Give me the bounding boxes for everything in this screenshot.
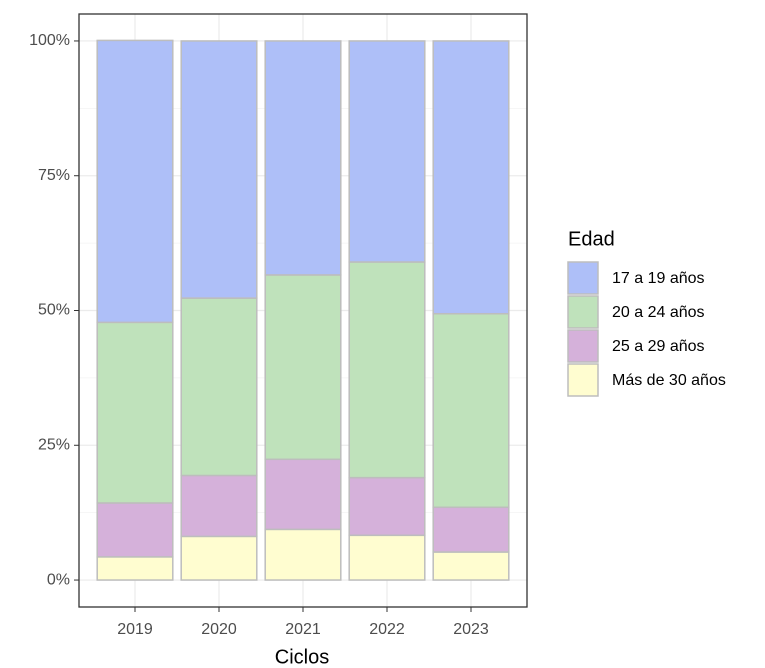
- bar-segment: [348, 534, 426, 581]
- bar-segment: [432, 551, 510, 581]
- bar-segment: [264, 274, 342, 461]
- bar-segment: [264, 40, 342, 276]
- bar-segment: [180, 40, 258, 299]
- bar-segment: [96, 502, 174, 558]
- bar-segment: [264, 458, 342, 531]
- bar-segment: [180, 535, 258, 581]
- bar-segment: [348, 261, 426, 479]
- x-tick-label: 2023: [453, 621, 489, 638]
- legend-key: [567, 295, 599, 329]
- legend-key: [567, 363, 599, 397]
- legend-label: 20 a 24 años: [612, 304, 705, 321]
- x-axis-title: Ciclos: [275, 646, 329, 668]
- x-tick-label: 2020: [201, 621, 237, 638]
- y-tick-label: 0%: [47, 571, 70, 588]
- bar-segment: [96, 321, 174, 504]
- bar-segment: [432, 312, 510, 509]
- bar-segment: [432, 506, 510, 553]
- x-tick-label: 2022: [369, 621, 405, 638]
- legend-key: [567, 329, 599, 363]
- bar-segment: [348, 40, 426, 263]
- x-tick-label: 2021: [285, 621, 321, 638]
- legend-label: Más de 30 años: [612, 372, 726, 389]
- legend-label: 25 a 29 años: [612, 338, 705, 355]
- y-tick-label: 25%: [38, 436, 70, 453]
- y-tick-label: 50%: [38, 302, 70, 319]
- bar-segment: [180, 297, 258, 477]
- bar-segment: [348, 476, 426, 537]
- y-tick-label: 75%: [38, 167, 70, 184]
- bar-segment: [432, 40, 510, 315]
- legend-label: 17 a 19 años: [612, 270, 705, 287]
- bar-segment: [264, 528, 342, 581]
- bar-segment: [96, 556, 174, 581]
- bar-segment: [180, 474, 258, 538]
- legend-key: [567, 261, 599, 295]
- bar-segment: [96, 39, 174, 324]
- legend-title: Edad: [568, 228, 615, 250]
- x-tick-label: 2019: [117, 621, 153, 638]
- y-tick-label: 100%: [29, 32, 70, 49]
